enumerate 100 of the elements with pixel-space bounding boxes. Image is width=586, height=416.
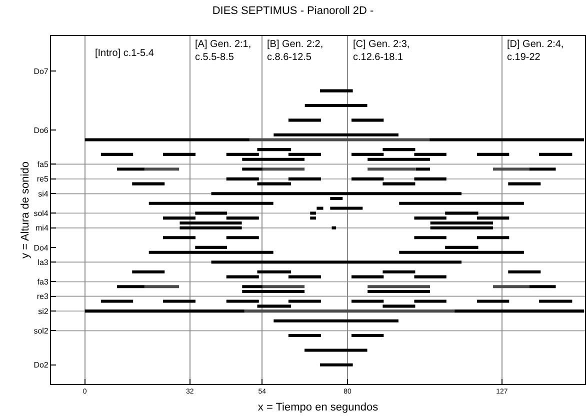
y-tick-label: fa3 bbox=[37, 278, 49, 286]
bar bbox=[476, 236, 510, 240]
bar bbox=[211, 192, 462, 196]
y-tick-label: re5 bbox=[36, 174, 49, 184]
bar bbox=[162, 216, 196, 220]
bar bbox=[244, 310, 454, 313]
bar bbox=[414, 216, 446, 220]
bar bbox=[508, 270, 541, 274]
bar bbox=[310, 216, 316, 220]
bar bbox=[476, 216, 510, 220]
bar bbox=[529, 168, 556, 171]
bar bbox=[508, 182, 541, 186]
bar bbox=[100, 300, 134, 303]
bar bbox=[304, 104, 368, 108]
bar bbox=[352, 275, 384, 278]
bar bbox=[84, 138, 250, 142]
bar bbox=[117, 285, 145, 288]
bar bbox=[162, 300, 196, 303]
y-tick-label: Do2 bbox=[34, 360, 49, 370]
bar bbox=[226, 275, 259, 278]
bar bbox=[476, 152, 510, 156]
y-axis-title: y = Altura de sonido bbox=[19, 162, 32, 258]
bar bbox=[144, 168, 180, 171]
bar bbox=[195, 212, 228, 215]
y-tick-label: re3 bbox=[36, 292, 49, 302]
bar bbox=[250, 138, 430, 142]
bar bbox=[226, 216, 259, 220]
bar bbox=[288, 152, 321, 156]
bar bbox=[242, 158, 305, 161]
bar bbox=[368, 168, 416, 171]
bar bbox=[242, 168, 263, 171]
bar bbox=[399, 202, 524, 205]
bar bbox=[288, 334, 321, 338]
bar bbox=[320, 363, 353, 366]
y-tick-label: Do4 bbox=[34, 243, 49, 252]
bar bbox=[368, 290, 430, 294]
bar bbox=[352, 334, 384, 338]
bar bbox=[445, 246, 478, 249]
bar bbox=[539, 152, 572, 156]
bar bbox=[84, 310, 244, 313]
bar bbox=[332, 226, 336, 230]
y-tick-label: la3 bbox=[38, 258, 49, 267]
bar bbox=[430, 221, 494, 224]
y-tick-label: Do7 bbox=[34, 67, 49, 76]
bar bbox=[148, 202, 274, 205]
bar bbox=[162, 152, 196, 156]
bar bbox=[414, 177, 446, 180]
bar bbox=[132, 182, 165, 186]
bar bbox=[288, 275, 321, 278]
bar bbox=[226, 236, 259, 240]
text: [A] Gen. 2:1, c.5.5-8.5 bbox=[195, 39, 252, 63]
bar bbox=[416, 168, 430, 171]
bar bbox=[352, 118, 384, 122]
text: [C] Gen. 2:3, c.12.6-18.1 bbox=[353, 39, 410, 63]
bar bbox=[257, 182, 292, 186]
bar bbox=[529, 285, 556, 288]
bar bbox=[242, 290, 305, 294]
bar bbox=[262, 168, 305, 171]
bar bbox=[195, 246, 228, 249]
y-tick-label: si2 bbox=[38, 306, 49, 316]
bar bbox=[539, 300, 572, 303]
y-tick-label: sol2 bbox=[34, 326, 49, 336]
bar bbox=[257, 148, 292, 152]
bar bbox=[132, 270, 165, 274]
bar bbox=[180, 226, 242, 230]
chart-title: DIES SEPTIMUS - Pianoroll 2D - bbox=[212, 4, 374, 17]
bar bbox=[414, 275, 446, 278]
y-tick-label: mi4 bbox=[36, 224, 49, 233]
bar bbox=[493, 168, 530, 171]
bar bbox=[180, 221, 242, 224]
bar bbox=[117, 168, 145, 171]
y-tick-label: sol4 bbox=[34, 208, 49, 218]
bar bbox=[274, 133, 398, 136]
bar bbox=[368, 158, 430, 161]
bar bbox=[226, 177, 259, 180]
bar bbox=[330, 196, 343, 200]
bar bbox=[148, 250, 274, 254]
bar bbox=[162, 236, 196, 240]
bar bbox=[430, 226, 494, 230]
bar bbox=[262, 285, 305, 288]
bar bbox=[445, 212, 478, 215]
bar bbox=[310, 212, 316, 215]
bar bbox=[493, 285, 530, 288]
bar bbox=[304, 348, 368, 352]
bar bbox=[100, 152, 134, 156]
bar bbox=[414, 152, 446, 156]
bar bbox=[320, 89, 353, 92]
bar bbox=[274, 319, 398, 322]
y-tick-label: Do6 bbox=[34, 126, 49, 135]
bar bbox=[316, 206, 324, 210]
bar bbox=[476, 300, 510, 303]
bar bbox=[368, 285, 430, 288]
bar bbox=[288, 177, 321, 180]
bar bbox=[242, 285, 263, 288]
bar bbox=[382, 148, 416, 152]
bar bbox=[352, 152, 384, 156]
y-tick-label: si4 bbox=[38, 189, 49, 198]
bar bbox=[414, 236, 446, 240]
text: [B] Gen. 2:2, c.8.6-12.5 bbox=[267, 39, 324, 63]
bar bbox=[382, 182, 416, 186]
